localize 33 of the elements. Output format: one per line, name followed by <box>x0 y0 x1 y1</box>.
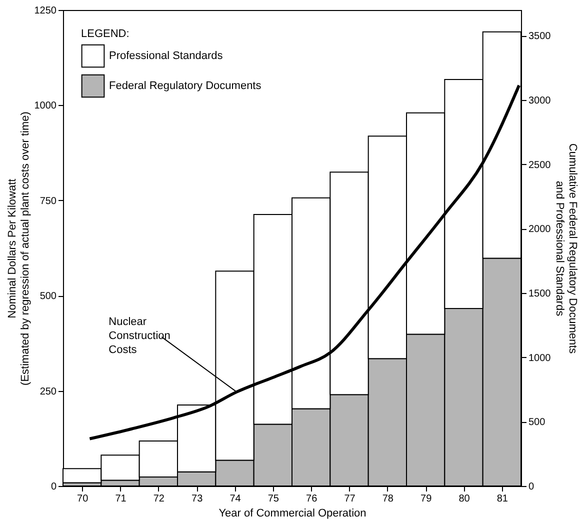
y-axis-title: Nominal Dollars Per Kilowatt (Estimated by regression of actual plant costs over time) <box>6 112 32 386</box>
y2-tick-label: 1500 <box>528 288 552 300</box>
y-tick-label: 500 <box>40 291 57 302</box>
y2-tick-label: 3000 <box>528 96 552 107</box>
y2-tick-label: 2000 <box>528 224 552 236</box>
y-tick-label: 0 <box>50 482 57 492</box>
legend-label: Professional Standards <box>109 50 224 62</box>
y2-tick-label: 500 <box>528 417 546 428</box>
legend-label: Federal Regulatory Documents <box>109 80 262 92</box>
x-tick-label: 74 <box>230 494 242 504</box>
annotation: Nuclear Construction Costs <box>108 316 170 356</box>
y-tick-label: 250 <box>40 386 57 398</box>
y-tick-label: 1000 <box>34 100 57 112</box>
y2-tick-label: 1000 <box>528 352 552 364</box>
x-tick-label: 72 <box>153 494 165 504</box>
x-tick-label: 78 <box>382 494 394 504</box>
legend-title: LEGEND: <box>81 28 130 40</box>
x-tick-label: 71 <box>115 494 127 504</box>
y2-tick-label: 0 <box>528 482 534 492</box>
x-tick-label: 73 <box>192 494 204 504</box>
y-tick-label: 1250 <box>34 6 57 16</box>
y2-tick-label: 3500 <box>528 31 552 42</box>
x-tick-label: 79 <box>420 494 432 504</box>
x-tick-label: 76 <box>306 494 318 504</box>
x-tick-label: 75 <box>268 494 280 504</box>
x-axis-title: Year of Commercial Operation <box>218 508 366 520</box>
y2-tick-label: 2500 <box>528 160 552 171</box>
x-tick-label: 80 <box>458 494 470 504</box>
y2-axis-title: Cumulative Federal Regulatory Documents and Professional Standards <box>554 143 579 354</box>
x-tick-label: 70 <box>77 494 89 504</box>
x-tick-label: 77 <box>344 494 356 504</box>
x-tick-label: 81 <box>496 494 508 504</box>
y-tick-label: 750 <box>40 196 57 207</box>
